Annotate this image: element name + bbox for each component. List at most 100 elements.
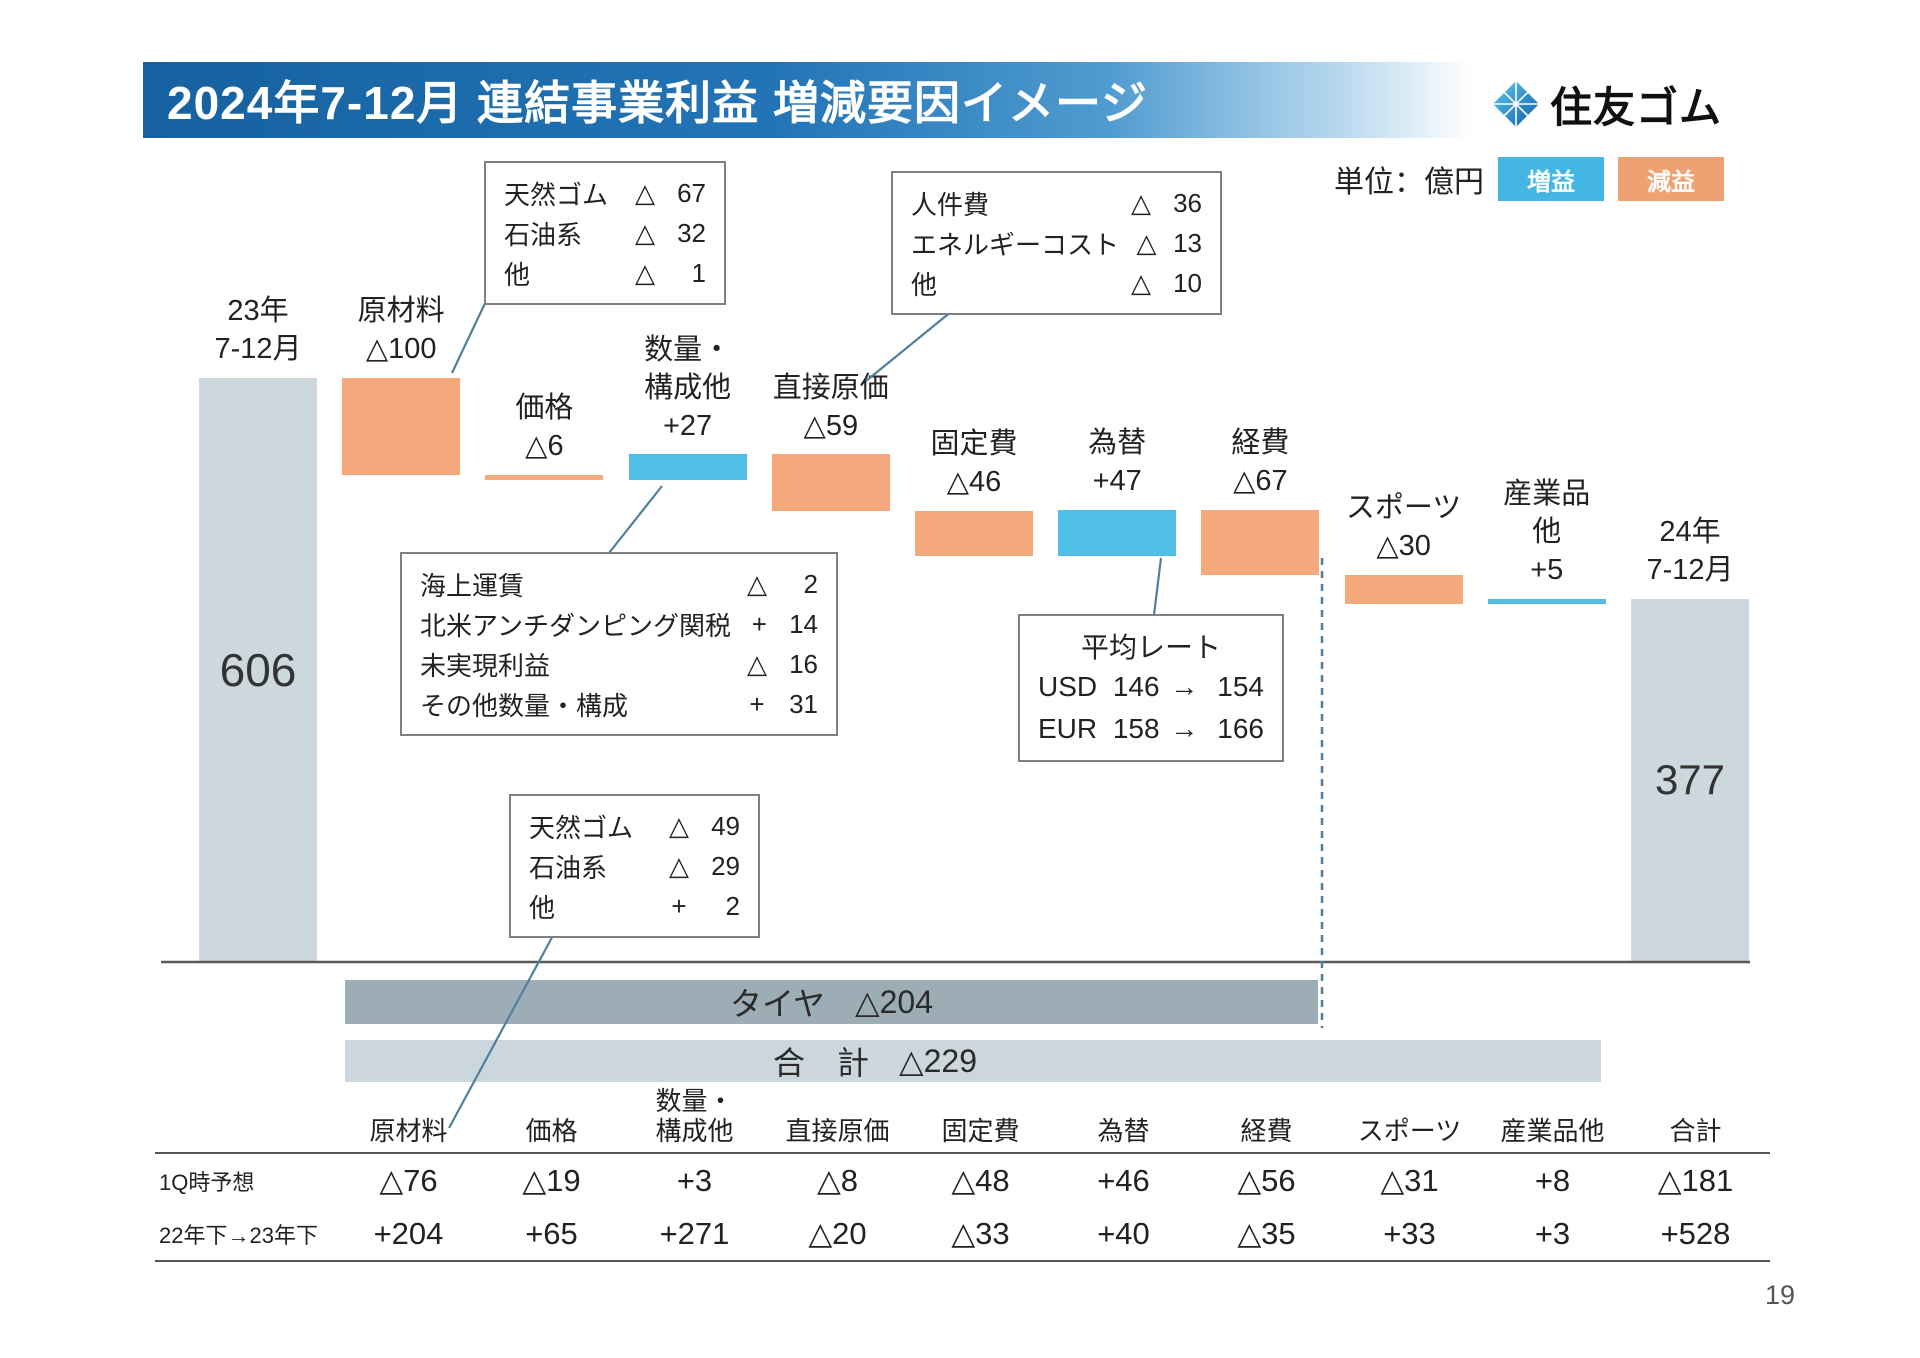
table-value-cell: △31 bbox=[1380, 1163, 1439, 1198]
callout-volume-mix: 海上運賃 △ 2 北米アンチダンピング関税 +14 未実現利益 △ 16 その他数量・構成 +31 bbox=[400, 552, 838, 736]
table-value-cell: △19 bbox=[522, 1163, 581, 1198]
table-row-label: 1Q時予想 bbox=[159, 1170, 255, 1195]
exchange-rate-rows: USD 146 → 154 EUR 158 → 166 bbox=[1038, 666, 1264, 750]
waterfall-label-経費: 経費 △67 bbox=[1231, 427, 1290, 498]
factor-comparison-table: 原材料 価格 数量・ 構成他直接原価 固定費 為替 経費 スポーツ 産業品他 合計 1Q時予想 △76… bbox=[155, 1086, 1770, 1262]
table-value-cell: △20 bbox=[808, 1216, 867, 1251]
callout-row: 天然ゴム △ 49 bbox=[529, 810, 740, 843]
exchange-rate-title: 平均レート bbox=[1080, 632, 1221, 663]
waterfall-bar-原材料 bbox=[342, 378, 461, 475]
table-column-header: 為替 bbox=[1097, 1116, 1150, 1146]
table-value-cell: +65 bbox=[525, 1216, 578, 1251]
grand-total-summary-bar: 合 計 △229 bbox=[345, 1040, 1601, 1082]
waterfall-label-固定費: 固定費 △46 bbox=[930, 428, 1018, 499]
waterfall-bar-数量・構成他 bbox=[628, 454, 747, 481]
waterfall-bar-価格 bbox=[485, 474, 604, 481]
company-name: 住友ゴム bbox=[1550, 83, 1723, 131]
table-column-header: スポーツ bbox=[1357, 1116, 1462, 1146]
callout-row: 他 +2 bbox=[529, 890, 740, 923]
callout-row: エネルギーコスト △ 13 bbox=[911, 227, 1202, 260]
waterfall-label-数量・構成他: 数量・ 構成他 +27 bbox=[644, 333, 732, 442]
tire-summary-bar: タイヤ △204 bbox=[345, 980, 1318, 1024]
waterfall-end-bar bbox=[1631, 598, 1749, 962]
table-value-cell: △8 bbox=[816, 1163, 859, 1198]
table-column-header: 数量・ 構成他 bbox=[655, 1086, 734, 1146]
callout-row: 他 △ 10 bbox=[911, 267, 1202, 300]
callout-row: 未実現利益 △ 16 bbox=[420, 648, 818, 681]
table-value-cell: +271 bbox=[659, 1216, 730, 1251]
exchange-rate-row: EUR 158 → 166 bbox=[1038, 713, 1264, 744]
waterfall-start-label: 23年 7-12月 bbox=[214, 295, 302, 366]
waterfall-end-value: 377 bbox=[1654, 756, 1726, 804]
table-value-cell: △48 bbox=[951, 1163, 1010, 1198]
callout-row: 人件費 △ 36 bbox=[911, 187, 1202, 220]
waterfall-label-為替: 為替 +47 bbox=[1088, 427, 1147, 498]
legend-increase-badge: 増益 bbox=[1498, 157, 1604, 201]
table-value-cell: +3 bbox=[1534, 1216, 1571, 1251]
table-value-cell: +33 bbox=[1383, 1216, 1436, 1251]
tire-summary-label: タイヤ bbox=[729, 986, 826, 1022]
table-value-cell: +204 bbox=[373, 1216, 444, 1251]
waterfall-label-スポーツ: スポーツ △30 bbox=[1345, 491, 1462, 562]
table-value-cell: △33 bbox=[951, 1216, 1010, 1251]
callout-row: 北米アンチダンピング関税 +14 bbox=[420, 608, 818, 641]
callout-row: 石油系 △ 32 bbox=[504, 217, 706, 250]
table-row: 22年下→23年下 +204 +65 +271 △20 △33 +40 △35 +33 +3 +52… bbox=[155, 1208, 1770, 1262]
table-value-cell: +8 bbox=[1534, 1163, 1571, 1198]
table-column-header: 直接原価 bbox=[785, 1116, 890, 1146]
waterfall-label-産業品他: 産業品他 +5 bbox=[1503, 477, 1591, 586]
waterfall-label-価格: 価格 △6 bbox=[515, 391, 574, 462]
table-value-cell: +3 bbox=[676, 1163, 713, 1198]
callout-exchange-rate: 平均レート USD 146 → 154 EUR 158 → 166 bbox=[1018, 614, 1284, 762]
callout-row: 石油系 △ 29 bbox=[529, 850, 740, 883]
table-column-header: 産業品他 bbox=[1500, 1116, 1605, 1146]
callout-row: 天然ゴム △ 67 bbox=[504, 177, 706, 210]
table-column-header: 原材料 bbox=[369, 1116, 448, 1146]
waterfall-bar-産業品他 bbox=[1487, 598, 1606, 604]
table-value-cell: +46 bbox=[1097, 1163, 1150, 1198]
unit-legend-row: 単位：億円 増益 減益 bbox=[1334, 157, 1724, 201]
unit-label: 単位：億円 bbox=[1334, 166, 1484, 199]
callout-row: 他 △ 1 bbox=[504, 257, 706, 290]
waterfall-bar-経費 bbox=[1201, 510, 1320, 575]
table-value-cell: +528 bbox=[1660, 1216, 1731, 1251]
waterfall-end-label: 24年 7-12月 bbox=[1646, 515, 1734, 586]
callout-raw-materials: 天然ゴム △ 67 石油系 △ 32 他 △ 1 bbox=[484, 161, 726, 305]
waterfall-bar-スポーツ bbox=[1344, 574, 1463, 604]
waterfall-start-bar bbox=[199, 378, 317, 962]
callout-row: その他数量・構成 +31 bbox=[420, 688, 818, 721]
legend-decrease-badge: 減益 bbox=[1618, 157, 1724, 201]
waterfall-bar-為替 bbox=[1058, 510, 1177, 556]
tire-summary-text: タイヤ △204 bbox=[345, 980, 1318, 1024]
table-value-cell: △76 bbox=[379, 1163, 438, 1198]
waterfall-bar-固定費 bbox=[915, 511, 1033, 556]
callout-raw-materials-bottom: 天然ゴム △ 49 石油系 △ 29 他 +2 bbox=[509, 794, 760, 938]
page-title: 2024年7-12月 連結事業利益 増減要因イメージ bbox=[167, 77, 1149, 129]
grand-total-summary-text: 合 計 △229 bbox=[345, 1040, 1405, 1082]
table-column-header: 固定費 bbox=[941, 1116, 1020, 1146]
page-number: 19 bbox=[1764, 1280, 1795, 1310]
table-row-label: 22年下→23年下 bbox=[159, 1223, 318, 1248]
table-column-header: 経費 bbox=[1240, 1116, 1293, 1146]
callout-row: 海上運賃 △ 2 bbox=[420, 568, 818, 601]
table-header-row: 原材料 価格 数量・ 構成他直接原価 固定費 為替 経費 スポーツ 産業品他 合計 bbox=[155, 1086, 1770, 1154]
table-value-cell: △35 bbox=[1237, 1216, 1296, 1251]
company-logo: 住友ゴム bbox=[1492, 78, 1722, 131]
callout-direct-cost: 人件費 △ 36 エネルギーコスト △ 13 他 △ 10 bbox=[891, 171, 1222, 315]
grand-total-summary-label: 合 計 bbox=[772, 1045, 869, 1081]
table-row: 1Q時予想 △76 △19 +3 △8 △48 +46 △56 △31 +8 △181 bbox=[155, 1154, 1770, 1208]
exchange-rate-row: USD 146 → 154 bbox=[1038, 671, 1264, 702]
tire-summary-value: △204 bbox=[855, 984, 934, 1020]
table-value-cell: △181 bbox=[1657, 1163, 1734, 1198]
waterfall-bar-直接原価 bbox=[771, 454, 890, 512]
table-value-cell: △56 bbox=[1237, 1163, 1296, 1198]
table-value-cell: +40 bbox=[1097, 1216, 1150, 1251]
waterfall-label-原材料: 原材料 △100 bbox=[357, 295, 445, 366]
table-column-header: 合計 bbox=[1669, 1116, 1722, 1146]
grand-total-summary-value: △229 bbox=[899, 1043, 977, 1079]
table-column-header: 価格 bbox=[525, 1116, 578, 1146]
diamond-logo-icon bbox=[1493, 81, 1539, 127]
waterfall-start-value: 606 bbox=[219, 644, 297, 697]
